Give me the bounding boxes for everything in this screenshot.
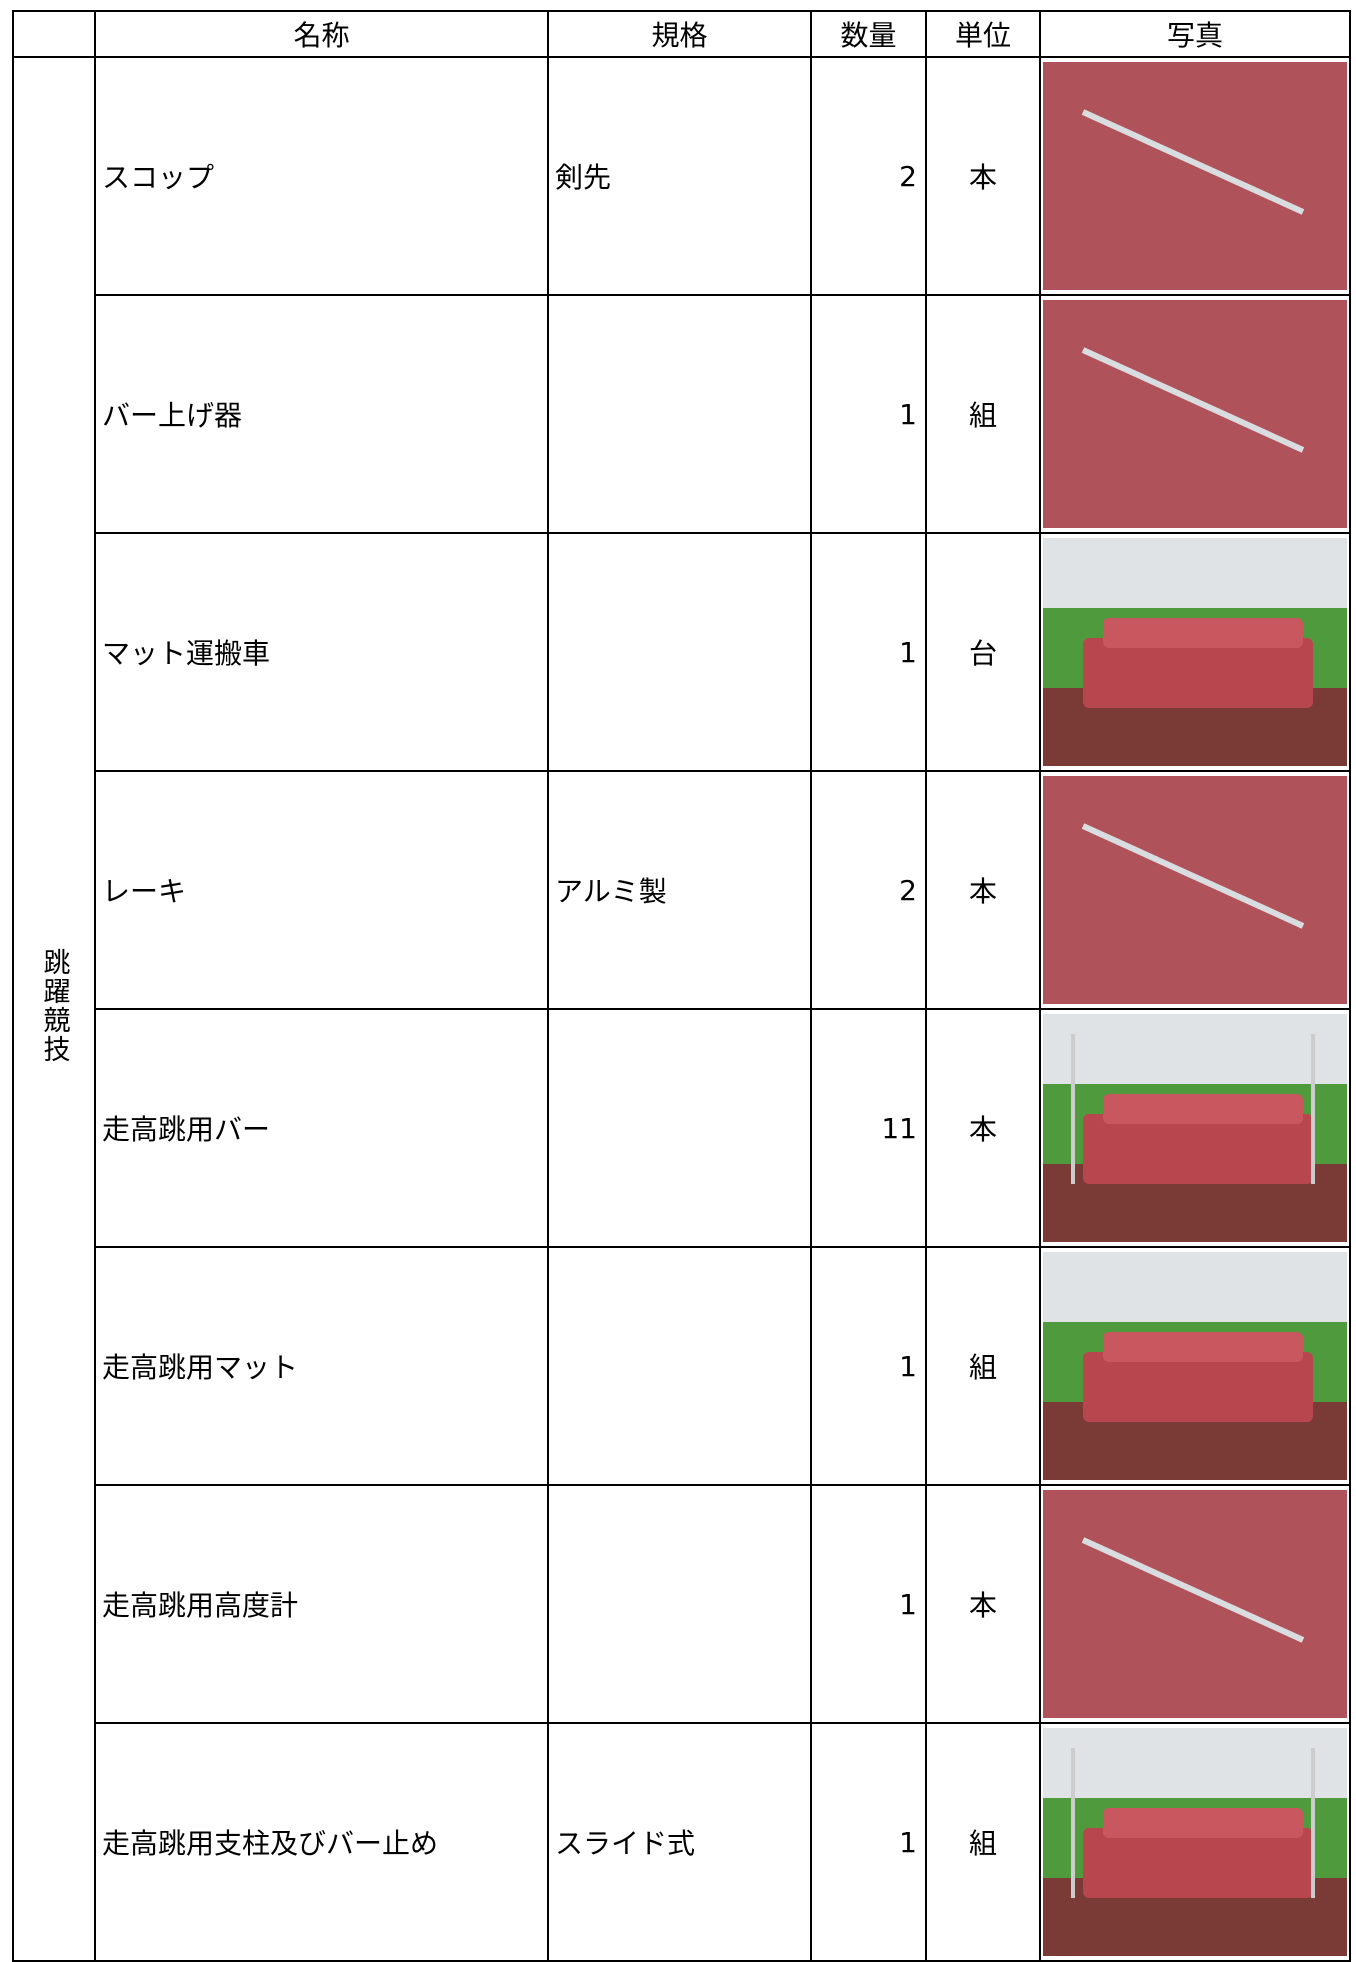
photo-cell	[1039, 1008, 1351, 1248]
photo-cell	[1039, 1484, 1351, 1724]
photo-cell	[1039, 1246, 1351, 1486]
unit: 組	[925, 294, 1041, 534]
row: 走高跳用マット 1 組	[13, 1246, 1351, 1486]
spec	[547, 1246, 812, 1486]
photo	[1043, 1252, 1347, 1480]
photo-cell	[1039, 294, 1351, 534]
photo-cell	[1039, 56, 1351, 296]
photo-cell	[1039, 770, 1351, 1010]
unit: 本	[925, 1484, 1041, 1724]
photo	[1043, 776, 1347, 1004]
photo	[1043, 1490, 1347, 1718]
row: マット運搬車 1 台	[13, 532, 1351, 772]
quantity: 1	[810, 1484, 927, 1724]
unit: 本	[925, 56, 1041, 296]
photo	[1043, 62, 1347, 290]
header-cell: 規格	[547, 10, 812, 58]
header-cell: 名称	[94, 10, 549, 58]
row: 走高跳用高度計 1 本	[13, 1484, 1351, 1724]
row: 走高跳用支柱及びバー止め スライド式 1 組	[13, 1722, 1351, 1962]
header-cell: 単位	[925, 10, 1041, 58]
name: レーキ	[94, 770, 549, 1010]
quantity: 1	[810, 1246, 927, 1486]
spec	[547, 1484, 812, 1724]
spec	[547, 294, 812, 534]
quantity: 2	[810, 56, 927, 296]
photo-cell	[1039, 1722, 1351, 1962]
unit: 本	[925, 1008, 1041, 1248]
header-row: 名称 規格 数量 単位 写真	[12, 10, 1351, 58]
row: バー上げ器 1 組	[13, 294, 1351, 534]
unit: 台	[925, 532, 1041, 772]
photo	[1043, 1728, 1347, 1956]
name: 走高跳用バー	[94, 1008, 549, 1248]
name: スコップ	[94, 56, 549, 296]
spec: 剣先	[547, 56, 812, 296]
category: 跳躍競技	[38, 947, 70, 1064]
name: 走高跳用高度計	[94, 1484, 549, 1724]
header-blank	[12, 10, 96, 58]
equipment-table: 名称 規格 数量 単位 写真 跳躍競技 スコップ 剣先 2 本バー上げ器 1 組マット運搬車 1 台レー…	[12, 10, 1351, 1962]
quantity: 1	[810, 532, 927, 772]
photo-cell	[1039, 532, 1351, 772]
name: 走高跳用マット	[94, 1246, 549, 1486]
quantity: 1	[810, 294, 927, 534]
spec: スライド式	[547, 1722, 812, 1962]
row: 跳躍競技 スコップ 剣先 2 本	[12, 56, 1351, 1962]
quantity: 2	[810, 770, 927, 1010]
quantity: 1	[810, 1722, 927, 1962]
name: マット運搬車	[94, 532, 549, 772]
photo	[1043, 1014, 1347, 1242]
header-cell: 写真	[1039, 10, 1351, 58]
row: レーキ アルミ製 2 本	[13, 770, 1351, 1010]
photo	[1043, 538, 1347, 766]
unit: 組	[925, 1246, 1041, 1486]
photo	[1043, 300, 1347, 528]
header-cell: 数量	[810, 10, 927, 58]
name: バー上げ器	[94, 294, 549, 534]
quantity: 11	[810, 1008, 927, 1248]
row: 走高跳用バー 11 本	[13, 1008, 1351, 1248]
category-cell: 跳躍競技	[12, 56, 96, 1962]
spec: アルミ製	[547, 770, 812, 1010]
unit: 本	[925, 770, 1041, 1010]
spec	[547, 532, 812, 772]
unit: 組	[925, 1722, 1041, 1962]
spec	[547, 1008, 812, 1248]
name: 走高跳用支柱及びバー止め	[94, 1722, 549, 1962]
table-body: 跳躍競技 スコップ 剣先 2 本バー上げ器 1 組マット運搬車 1 台レーキ アルミ製 2 本走高跳用…	[12, 56, 1351, 1962]
